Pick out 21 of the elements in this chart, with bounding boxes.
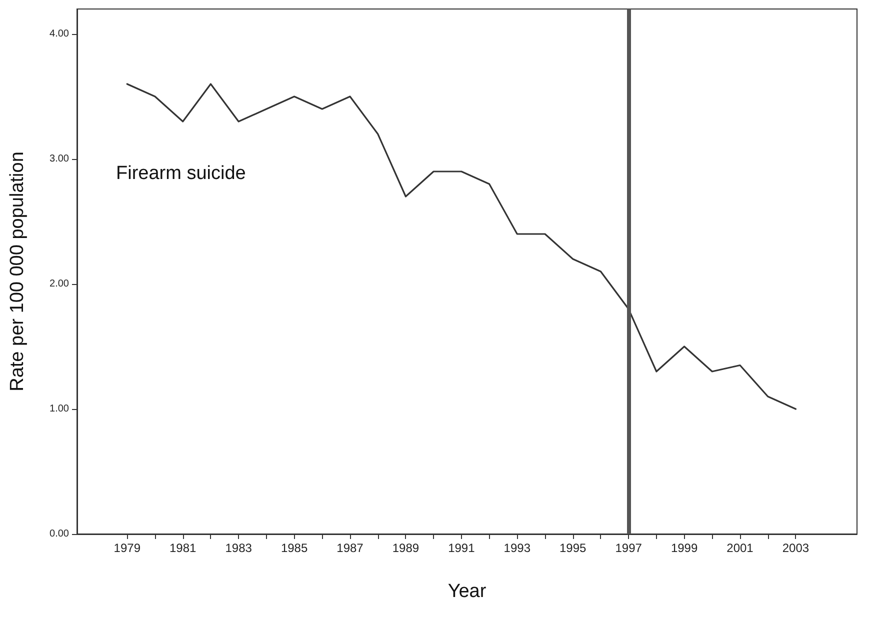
y-tick-label: 4.00 xyxy=(50,28,70,40)
y-axis-title: Rate per 100 000 population xyxy=(7,152,28,392)
x-tick-label: 1993 xyxy=(504,541,531,555)
x-tick-label: 1983 xyxy=(225,541,252,555)
y-tick-label: 0.00 xyxy=(50,528,70,540)
x-tick-label: 1985 xyxy=(280,541,308,555)
y-tick-label: 3.00 xyxy=(50,154,70,164)
x-tick-label: 1979 xyxy=(114,541,141,555)
y-tick-label: 1.00 xyxy=(50,404,70,414)
x-tick-label: 2001 xyxy=(726,541,754,555)
x-tick-label: 1997 xyxy=(615,541,642,555)
x-tick-label: 1995 xyxy=(560,541,587,555)
x-tick-label: 1999 xyxy=(670,541,698,555)
x-tick-label: 1991 xyxy=(448,541,476,555)
x-axis-title: Year xyxy=(448,581,487,602)
x-tick-label: 1987 xyxy=(336,541,364,555)
x-tick-label: 1989 xyxy=(392,541,420,555)
x-tick-label: 2003 xyxy=(782,541,810,555)
y-tick-label: 2.00 xyxy=(50,278,70,290)
annotation: Firearm suicide xyxy=(116,163,246,184)
x-tick-label: 1981 xyxy=(170,541,197,555)
